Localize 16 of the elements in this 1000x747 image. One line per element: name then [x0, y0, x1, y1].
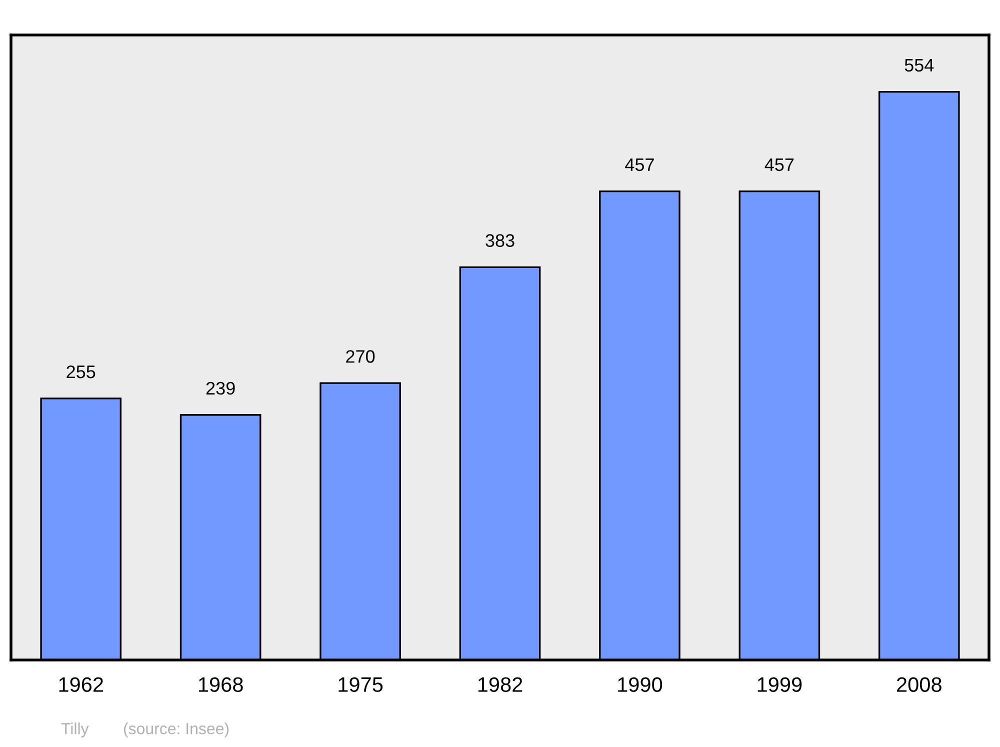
- x-tick-label: 1990: [618, 677, 662, 692]
- data-label: 457: [764, 158, 794, 172]
- data-label: 270: [346, 350, 375, 363]
- text: Tilly: [61, 722, 89, 738]
- x-tick-label: 1975: [338, 677, 383, 692]
- data-label: 457: [625, 158, 654, 172]
- data-label: 255: [66, 365, 96, 378]
- data-label: 383: [486, 234, 514, 247]
- x-tick-label: 1999: [758, 677, 802, 692]
- data-label: 554: [904, 58, 934, 72]
- x-tick-label: 1982: [478, 677, 522, 692]
- text: (source: Insee): [124, 722, 229, 738]
- data-label: 239: [206, 382, 235, 395]
- x-tick-label: 1968: [198, 677, 243, 692]
- x-tick-label: 1962: [59, 677, 103, 692]
- x-tick-label: 2008: [897, 677, 942, 692]
